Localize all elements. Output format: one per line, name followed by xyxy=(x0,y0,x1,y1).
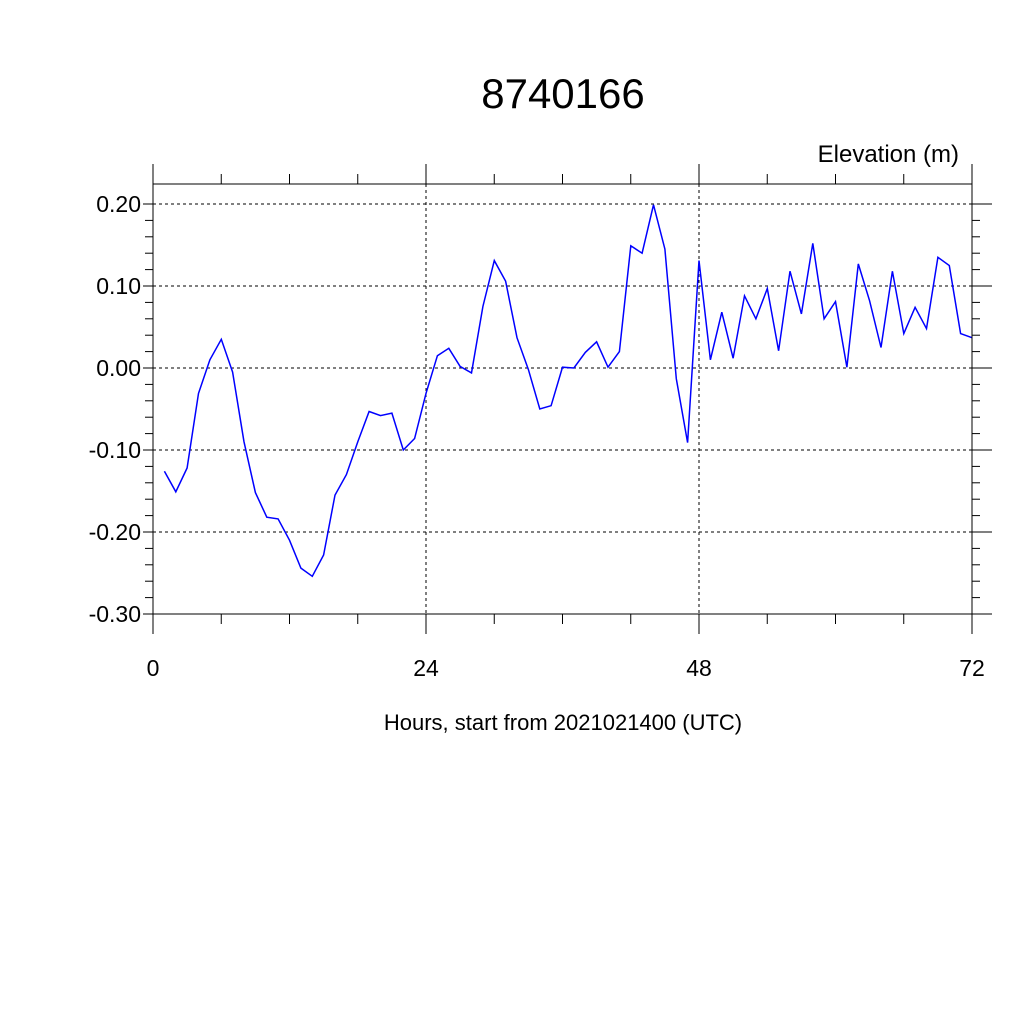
y-tick-label: -0.30 xyxy=(89,601,141,627)
x-tick-label: 72 xyxy=(959,655,985,681)
chart-title: 8740166 xyxy=(481,70,645,117)
chart-subtitle: Elevation (m) xyxy=(818,141,959,168)
series-layer xyxy=(163,204,973,578)
y-tick-label: -0.20 xyxy=(89,519,141,545)
y-tick-label: 0.00 xyxy=(96,355,141,381)
x-tick-label: 0 xyxy=(147,655,160,681)
major-ticks xyxy=(143,164,992,634)
minor-ticks xyxy=(145,174,980,624)
x-tick-labels: 0 24 48 72 xyxy=(147,655,985,681)
x-axis-label: Hours, start from 2021021400 (UTC) xyxy=(384,710,742,735)
elevation-series-line xyxy=(163,204,973,578)
y-tick-label: 0.10 xyxy=(96,273,141,299)
grid-lines xyxy=(153,184,972,615)
x-tick-label: 48 xyxy=(686,655,712,681)
y-tick-label: 0.20 xyxy=(96,191,141,217)
x-tick-label: 24 xyxy=(413,655,439,681)
y-tick-labels: 0.20 0.10 0.00 -0.10 -0.20 -0.30 xyxy=(89,191,141,627)
plot-frame xyxy=(152,183,973,615)
y-tick-label: -0.10 xyxy=(89,437,141,463)
